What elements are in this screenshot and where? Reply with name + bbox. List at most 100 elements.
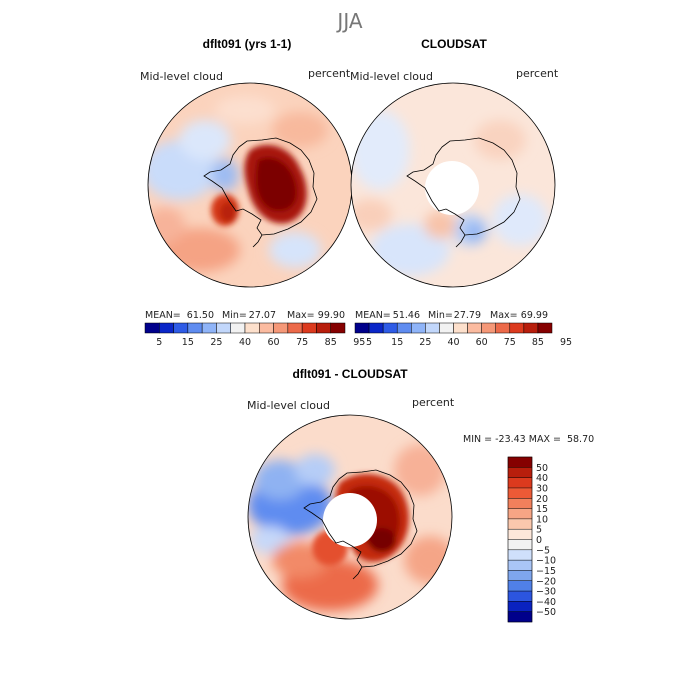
obs-colorbar-swatch — [453, 322, 468, 334]
obs-colorbar-swatch — [382, 322, 398, 334]
obs-coastline — [406, 137, 521, 248]
model-min-value: 27.07 — [249, 310, 276, 321]
diff-units-label: percent — [412, 396, 455, 409]
diff-colorbar-tick-label: 30 — [536, 483, 548, 494]
diff-colorbar-swatch — [507, 580, 533, 592]
obs-colorbar-tick-label: 95 — [560, 337, 572, 348]
diff-colorbar-swatch — [507, 539, 533, 550]
model-colorbar-swatch — [216, 322, 231, 334]
obs-min-label: Min= — [428, 310, 453, 321]
diff-colorbar-tick-label: −40 — [536, 597, 556, 608]
model-colorbar-tick-label: 40 — [239, 337, 251, 348]
model-colorbar-swatch — [259, 322, 274, 334]
diff-colorbar-swatch — [507, 498, 533, 509]
model-colorbar-tick-label: 5 — [156, 337, 162, 348]
diff-colorbar-tick-label: 5 — [536, 525, 542, 536]
model-colorbar: 5 15 25 40 60 75 85 95 — [144, 322, 365, 348]
model-colorbar-swatch — [330, 322, 346, 334]
model-panel: dflt091 (yrs 1-1) Mid-level cloud percen… — [140, 37, 365, 348]
obs-max-label: Max= — [490, 310, 518, 321]
diff-colorbar-tick-label: −50 — [536, 607, 556, 618]
obs-map — [351, 83, 555, 287]
model-panel-title: dflt091 (yrs 1-1) — [203, 37, 292, 51]
obs-panel: CLOUDSAT Mid-level cloud percent MEAN= 5… — [350, 37, 572, 348]
obs-colorbar-swatch — [537, 322, 553, 334]
diff-coastline — [303, 469, 418, 580]
obs-colorbar-swatch — [396, 322, 412, 334]
model-colorbar-swatch — [173, 322, 189, 334]
model-colorbar-tick-label: 85 — [325, 337, 337, 348]
obs-units-label: percent — [516, 67, 559, 80]
obs-colorbar-swatch — [354, 322, 370, 334]
obs-colorbar-tick-label: 85 — [532, 337, 544, 348]
obs-colorbar-swatch — [411, 322, 426, 334]
diff-map — [248, 415, 452, 619]
obs-colorbar-swatch — [467, 322, 482, 334]
diff-colorbar-swatch — [507, 611, 533, 623]
diff-colorbar-swatch — [507, 570, 533, 581]
diff-variable-label: Mid-level cloud — [247, 399, 330, 412]
diff-colorbar-swatch — [507, 456, 533, 468]
obs-colorbar-tick-label: 25 — [419, 337, 431, 348]
diff-colorbar-swatch — [507, 467, 533, 478]
model-colorbar-swatch — [159, 322, 174, 334]
model-units-label: percent — [308, 67, 351, 80]
model-colorbar-swatch — [187, 322, 203, 334]
diff-colorbar-tick-label: −10 — [536, 556, 556, 567]
model-colorbar-swatch — [316, 322, 331, 334]
obs-colorbar-swatch — [523, 322, 539, 334]
diff-colorbar-swatch — [507, 477, 533, 489]
model-max-value: 99.90 — [318, 310, 345, 321]
diff-colorbar-swatch — [507, 590, 533, 602]
model-colorbar-swatch — [244, 322, 260, 334]
obs-colorbar-tick-label: 15 — [391, 337, 403, 348]
obs-colorbar-swatch — [425, 322, 440, 334]
diff-colorbar-swatch — [507, 549, 533, 561]
obs-colorbar-swatch — [509, 322, 525, 334]
obs-colorbar-swatch — [439, 322, 454, 334]
diff-colorbar-tick-label: −15 — [536, 566, 556, 577]
model-colorbar-tick-label: 25 — [210, 337, 222, 348]
diff-colorbar-swatch — [507, 518, 533, 530]
model-colorbar-tick-label: 60 — [268, 337, 280, 348]
model-colorbar-tick-label: 75 — [296, 337, 308, 348]
model-colorbar-swatch — [287, 322, 303, 334]
obs-colorbar-tick-label: 75 — [504, 337, 516, 348]
model-variable-label: Mid-level cloud — [140, 70, 223, 83]
diff-map-outline — [247, 414, 453, 620]
model-map — [148, 83, 352, 287]
model-colorbar-swatch — [230, 322, 246, 334]
obs-colorbar-swatch — [481, 322, 496, 334]
diff-colorbar-swatch — [507, 601, 533, 612]
obs-colorbar-tick-label: 5 — [366, 337, 372, 348]
model-mean-label: MEAN= — [145, 310, 181, 321]
obs-colorbar-swatch — [368, 322, 384, 334]
model-min-label: Min= — [222, 310, 247, 321]
model-colorbar-swatch — [201, 322, 217, 334]
model-colorbar-swatch — [273, 322, 289, 334]
obs-colorbar-tick-label: 60 — [476, 337, 488, 348]
obs-colorbar-swatch — [495, 322, 511, 334]
diff-colorbar-tick-label: 15 — [536, 504, 548, 515]
model-colorbar-tick-label: 95 — [353, 337, 365, 348]
diff-colorbar-tick-label: −20 — [536, 576, 556, 587]
diff-panel: dflt091 - CLOUDSAT Mid-level cloud perce… — [247, 367, 594, 623]
season-title: JJA — [335, 9, 362, 33]
model-colorbar-swatch — [144, 322, 160, 334]
diff-colorbar-swatch — [507, 559, 533, 571]
obs-max-value: 69.99 — [521, 310, 548, 321]
diff-colorbar-tick-label: −30 — [536, 587, 556, 598]
diff-colorbar-swatch — [507, 508, 533, 520]
obs-min-value: 27.79 — [454, 310, 481, 321]
obs-mean-value: 51.46 — [393, 310, 420, 321]
diff-colorbar-tick-label: 10 — [536, 514, 548, 525]
diff-colorbar-tick-label: 40 — [536, 473, 548, 484]
diff-range-text: MIN = -23.43 MAX = 58.70 — [463, 434, 594, 445]
model-mean-value: 61.50 — [187, 310, 214, 321]
model-coastline — [203, 137, 318, 248]
obs-map-outline — [350, 82, 556, 288]
model-max-label: Max= — [287, 310, 315, 321]
